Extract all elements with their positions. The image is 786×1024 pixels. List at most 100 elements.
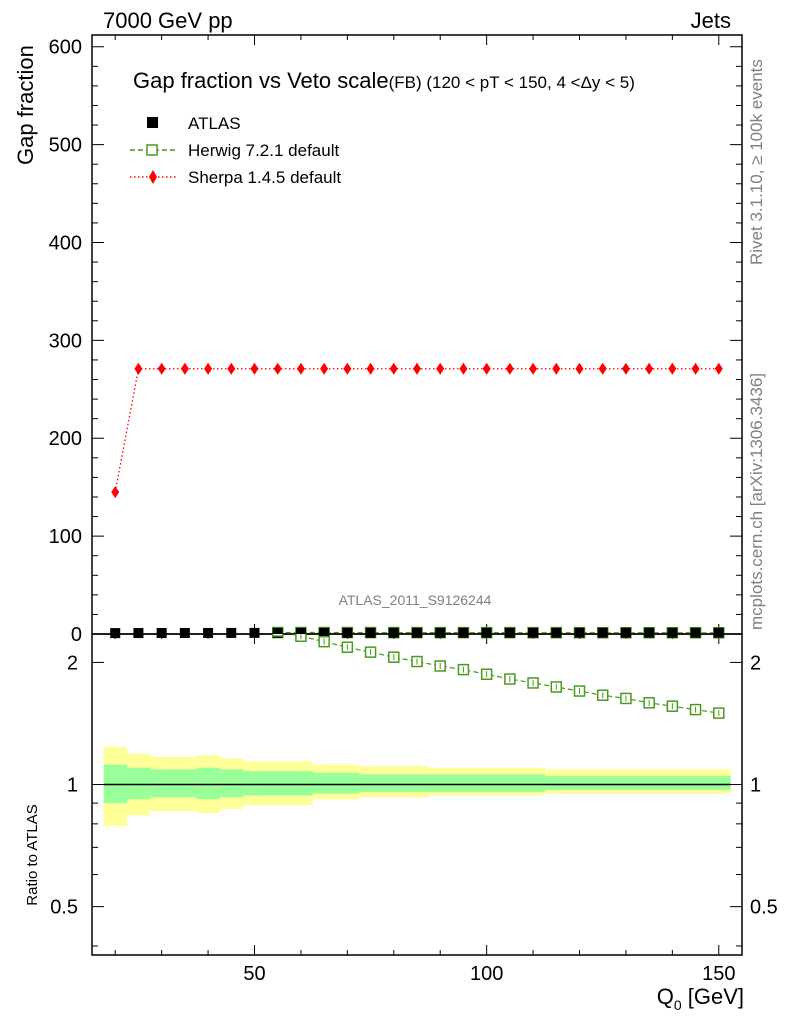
- ratio-band-stat-bin: [173, 769, 197, 798]
- ratio-band-stat-bin: [335, 772, 360, 794]
- x-tick-label: 100: [470, 963, 503, 985]
- sherpa-point: [273, 362, 282, 375]
- x-tick-label: 50: [243, 963, 265, 985]
- atlas-point: [110, 628, 121, 639]
- chart-title-sub: (FB) (120 < pT < 150, 4 <Δy < 5): [389, 73, 635, 92]
- sherpa-point: [320, 362, 329, 375]
- main-y-tick-label: 100: [49, 526, 82, 548]
- main-panel: 0 100 200 300 400 500 600: [49, 34, 743, 955]
- ratio-band-stat-bin: [289, 770, 313, 796]
- atlas-point: [156, 628, 167, 639]
- sherpa-point: [250, 362, 259, 375]
- category-label: Jets: [691, 8, 731, 33]
- atlas-point: [644, 627, 655, 638]
- sherpa-point: [645, 362, 654, 375]
- atlas-point: [574, 627, 585, 638]
- ratio-band-stat-bin: [266, 770, 290, 796]
- sherpa-point: [366, 362, 375, 375]
- ratio-band-stat-bin: [428, 774, 453, 792]
- x-axis-label: Q0 [GeV]: [657, 984, 744, 1013]
- atlas-point: [133, 628, 144, 639]
- atlas-point: [690, 627, 701, 638]
- ratio-band-stat-bin: [707, 775, 731, 790]
- atlas-point: [412, 627, 422, 638]
- atlas-point: [667, 627, 678, 638]
- ratio-band-stat-bin: [196, 767, 220, 800]
- ratio-band-stat-bin: [544, 775, 569, 790]
- sherpa-point: [482, 362, 491, 375]
- ratio-y-tick-label-left: 1: [67, 775, 78, 797]
- ratio-band-stat-bin: [219, 769, 244, 798]
- main-y-tick-label: 300: [49, 330, 82, 352]
- sherpa-line: [114, 368, 719, 493]
- mcplots-label: mcplots.cern.ch [arXiv:1306.3436]: [747, 373, 766, 630]
- sherpa-point: [598, 362, 607, 375]
- sherpa-point: [575, 362, 584, 375]
- sherpa-point: [552, 362, 561, 375]
- main-ylabel: Gap fraction: [13, 45, 38, 165]
- ratio-band-stat-bin: [521, 774, 545, 792]
- ratio-band-stat-bin: [683, 775, 708, 790]
- main-y-tick-label: 0: [71, 624, 82, 646]
- ratio-y-tick-label-left: 2: [67, 652, 78, 674]
- ratio-band-stat-bin: [475, 774, 499, 792]
- atlas-point: [342, 627, 353, 638]
- sherpa-point: [296, 362, 305, 375]
- ratio-band-stat-bin: [637, 775, 662, 790]
- sherpa-point: [157, 362, 166, 375]
- chart-title: Gap fraction vs Veto scale(FB) (120 < pT…: [133, 68, 635, 93]
- ratio-herwig-point: [271, 634, 284, 637]
- main-y-tick-label: 500: [49, 135, 82, 157]
- sherpa-point: [714, 362, 723, 375]
- legend-herwig-label: Herwig 7.2.1 default: [188, 141, 339, 160]
- x-axis-label-main: Q: [657, 984, 674, 1009]
- sherpa-point: [459, 362, 468, 375]
- sherpa-point: [621, 362, 630, 375]
- sherpa-point: [505, 362, 514, 375]
- ratio-band-stat-bin: [498, 774, 522, 792]
- x-tick-label: 150: [702, 963, 735, 985]
- x-axis-label-sub: 0: [674, 997, 682, 1013]
- ratio-y-tick-label-right: 0.5: [750, 897, 778, 919]
- sherpa-point: [180, 362, 189, 375]
- sherpa-point: [204, 362, 213, 375]
- ratio-band-stat-bin: [358, 774, 383, 792]
- ratio-band-stat-bin: [660, 775, 685, 790]
- legend-herwig-marker: [146, 144, 158, 156]
- sherpa-point: [668, 362, 677, 375]
- ratio-ylabel: Ratio to ATLAS: [24, 804, 41, 905]
- ratio-band-stat-bin: [614, 775, 638, 790]
- atlas-point: [365, 627, 376, 638]
- ratio-y-tick-label-right: 1: [750, 775, 761, 797]
- atlas-point: [597, 627, 608, 638]
- sherpa-point: [111, 486, 120, 499]
- main-y-tick-label: 400: [49, 232, 82, 254]
- ratio-band-stat-bin: [405, 774, 429, 792]
- legend: ATLAS Herwig 7.2.1 default Sherpa 1.4.5 …: [130, 114, 341, 187]
- ratio-band-stat-bin: [451, 774, 476, 792]
- ratio-herwig-group: [271, 634, 725, 719]
- atlas-point: [504, 627, 515, 638]
- ratio-band-stat-bin: [591, 775, 615, 790]
- atlas-point: [203, 627, 214, 638]
- ratio-band-stat-bin: [242, 770, 267, 796]
- atlas-point: [551, 627, 562, 638]
- ratio-band-stat-bin: [312, 772, 337, 794]
- main-y-tick-label: 600: [49, 37, 82, 59]
- legend-atlas-label: ATLAS: [188, 114, 241, 133]
- sherpa-point: [343, 362, 352, 375]
- ratio-band-stat-bin: [382, 774, 406, 792]
- energy-label: 7000 GeV pp: [103, 8, 233, 33]
- sherpa-point: [691, 362, 700, 375]
- ratio-band-stat-bin: [126, 767, 151, 800]
- atlas-point: [249, 627, 260, 638]
- analysis-id: ATLAS_2011_S9126244: [339, 592, 492, 608]
- chart-title-main: Gap fraction vs Veto scale: [133, 68, 389, 93]
- atlas-point: [435, 627, 446, 638]
- sherpa-point: [436, 362, 445, 375]
- sherpa-point: [529, 362, 538, 375]
- atlas-point: [319, 627, 330, 638]
- atlas-point: [528, 627, 539, 638]
- main-y-tick-label: 200: [49, 428, 82, 450]
